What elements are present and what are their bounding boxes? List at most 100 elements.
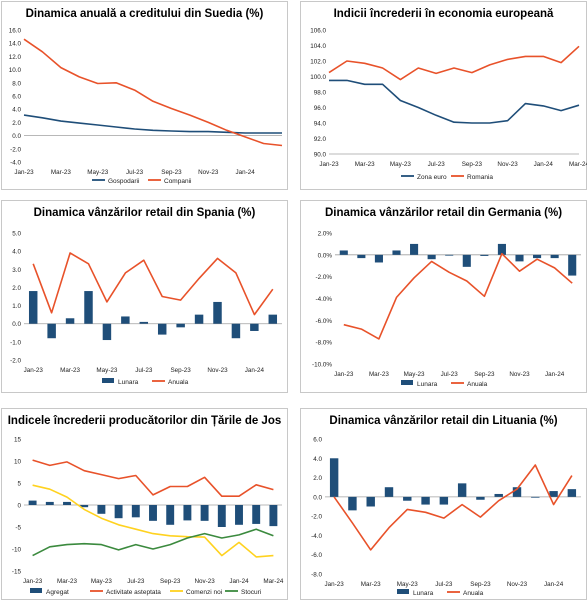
bar-lunara bbox=[28, 291, 38, 324]
bar-lunara bbox=[568, 254, 577, 276]
y-tick-label: 0.0 bbox=[12, 321, 21, 328]
x-tick-label: Mar-24 bbox=[263, 578, 283, 585]
legend-swatch bbox=[397, 589, 409, 594]
x-tick-label: Nov-23 bbox=[507, 581, 528, 588]
chart-panel-lithuania: Dinamica vânzărilor retail din Lituania … bbox=[300, 408, 587, 600]
y-tick-label: 4.0 bbox=[12, 249, 21, 256]
legend-swatch bbox=[30, 588, 42, 593]
bar-agregat bbox=[97, 505, 106, 514]
bar-lunara bbox=[348, 496, 357, 511]
x-tick-label: Jul-23 bbox=[135, 367, 153, 374]
bar-lunara bbox=[357, 254, 366, 259]
legend-label: Lunara bbox=[413, 590, 434, 597]
bar-lunara bbox=[366, 496, 375, 507]
legend-label: Gospodarii bbox=[108, 178, 139, 185]
bar-agregat bbox=[269, 505, 278, 527]
x-tick-label: Mar-23 bbox=[369, 371, 389, 378]
y-tick-label: 10 bbox=[14, 459, 22, 466]
y-tick-label: -2.0 bbox=[311, 514, 322, 521]
x-tick-label: Jan-24 bbox=[545, 371, 565, 378]
x-tick-label: Sep-23 bbox=[161, 169, 182, 176]
bar-lunara bbox=[497, 243, 506, 255]
x-tick-label: May-23 bbox=[87, 169, 108, 176]
legend-label: Romania bbox=[467, 174, 493, 181]
x-tick-label: Jan-24 bbox=[544, 581, 564, 588]
x-tick-label: Jan-24 bbox=[236, 169, 256, 176]
bar-lunara bbox=[231, 323, 241, 339]
bar-lunara bbox=[65, 318, 75, 324]
x-tick-label: Jan-23 bbox=[23, 578, 43, 585]
bar-lunara bbox=[403, 496, 412, 501]
bar-lunara bbox=[194, 314, 204, 324]
x-tick-label: Nov-23 bbox=[207, 367, 228, 374]
y-tick-label: 0.0% bbox=[318, 252, 333, 259]
chart-germany: 2.0% 0.0% -2.0% -4.0% -6.0% -8.0% -10.0%Jan-23… bbox=[312, 231, 581, 388]
y-tick-label: 96.0 bbox=[314, 105, 327, 112]
bar-lunara bbox=[268, 314, 278, 324]
bar-lunara bbox=[121, 316, 130, 324]
x-tick-label: Jan-23 bbox=[14, 169, 34, 176]
chart-panel-sweden: Dinamica anuală a creditului din Suedia … bbox=[1, 1, 288, 190]
y-tick-label: -1.0 bbox=[10, 339, 21, 346]
y-tick-label: -15 bbox=[12, 569, 22, 576]
chart-title-germany: Dinamica vânzărilor retail din Germania … bbox=[324, 207, 563, 219]
x-tick-label: Mar-23 bbox=[51, 169, 71, 176]
bar-lunara bbox=[494, 493, 503, 497]
y-tick-label: 92.0 bbox=[314, 136, 327, 143]
bar-lunara bbox=[480, 254, 489, 256]
legend-label: Lunara bbox=[118, 379, 139, 386]
y-tick-label: 102.0 bbox=[310, 59, 326, 66]
y-tick-label: 0.0 bbox=[313, 494, 322, 501]
x-tick-label: May-23 bbox=[91, 578, 112, 585]
y-tick-label: 104.0 bbox=[310, 43, 326, 50]
x-tick-label: May-23 bbox=[397, 581, 418, 588]
y-tick-label: 4.0 bbox=[313, 456, 322, 463]
y-tick-label: 3.0 bbox=[12, 267, 21, 274]
x-tick-label: Mar-23 bbox=[361, 581, 381, 588]
legend-label: Lunara bbox=[417, 381, 438, 388]
y-tick-label: 16.0 bbox=[9, 28, 22, 35]
y-tick-label: -6.0 bbox=[311, 552, 322, 559]
y-tick-label: 4.0 bbox=[12, 107, 21, 114]
legend-label: Stocuri bbox=[241, 589, 261, 596]
y-tick-label: 6.0 bbox=[12, 94, 21, 101]
bar-lunara bbox=[549, 491, 558, 497]
bar-lunara bbox=[533, 254, 542, 259]
bar-agregat bbox=[252, 505, 261, 524]
bar-lunara bbox=[139, 321, 149, 324]
y-tick-label: 100.0 bbox=[310, 74, 326, 81]
legend-label: Anuala bbox=[467, 381, 488, 388]
y-tick-label: 0 bbox=[17, 503, 21, 510]
y-tick-label: -10 bbox=[12, 547, 22, 554]
bar-lunara bbox=[445, 254, 454, 256]
x-tick-label: Jul-23 bbox=[127, 578, 145, 585]
y-tick-label: -2.0 bbox=[10, 358, 21, 365]
bar-lunara bbox=[47, 323, 56, 339]
bar-lunara bbox=[567, 489, 577, 497]
legend-label: Anuala bbox=[168, 379, 189, 386]
y-tick-label: -8.0% bbox=[316, 340, 333, 347]
x-tick-label: Nov-23 bbox=[497, 161, 518, 168]
bar-lunara bbox=[84, 291, 93, 324]
series-line-gospodarii bbox=[23, 114, 282, 134]
series-line-companii bbox=[23, 38, 283, 147]
x-tick-label: Nov-23 bbox=[198, 169, 219, 176]
legend-swatch bbox=[102, 378, 114, 383]
legend-swatch bbox=[401, 380, 413, 385]
x-tick-label: Mar-23 bbox=[60, 367, 80, 374]
legend-label: Comenzi noi bbox=[186, 589, 222, 596]
y-tick-label: 2.0 bbox=[12, 120, 21, 127]
bar-agregat bbox=[183, 505, 192, 521]
bar-lunara bbox=[329, 458, 339, 497]
y-tick-label: 106.0 bbox=[310, 28, 326, 35]
bar-agregat bbox=[63, 501, 71, 505]
x-tick-label: Jan-23 bbox=[24, 367, 44, 374]
y-tick-label: 5.0 bbox=[12, 231, 21, 238]
x-tick-label: Jul-23 bbox=[428, 161, 446, 168]
bar-agregat bbox=[166, 505, 175, 525]
y-tick-label: 0.0 bbox=[12, 133, 21, 140]
y-tick-label: 90.0 bbox=[314, 152, 327, 159]
x-tick-label: Jan-23 bbox=[325, 581, 345, 588]
y-tick-label: 98.0 bbox=[314, 90, 327, 97]
